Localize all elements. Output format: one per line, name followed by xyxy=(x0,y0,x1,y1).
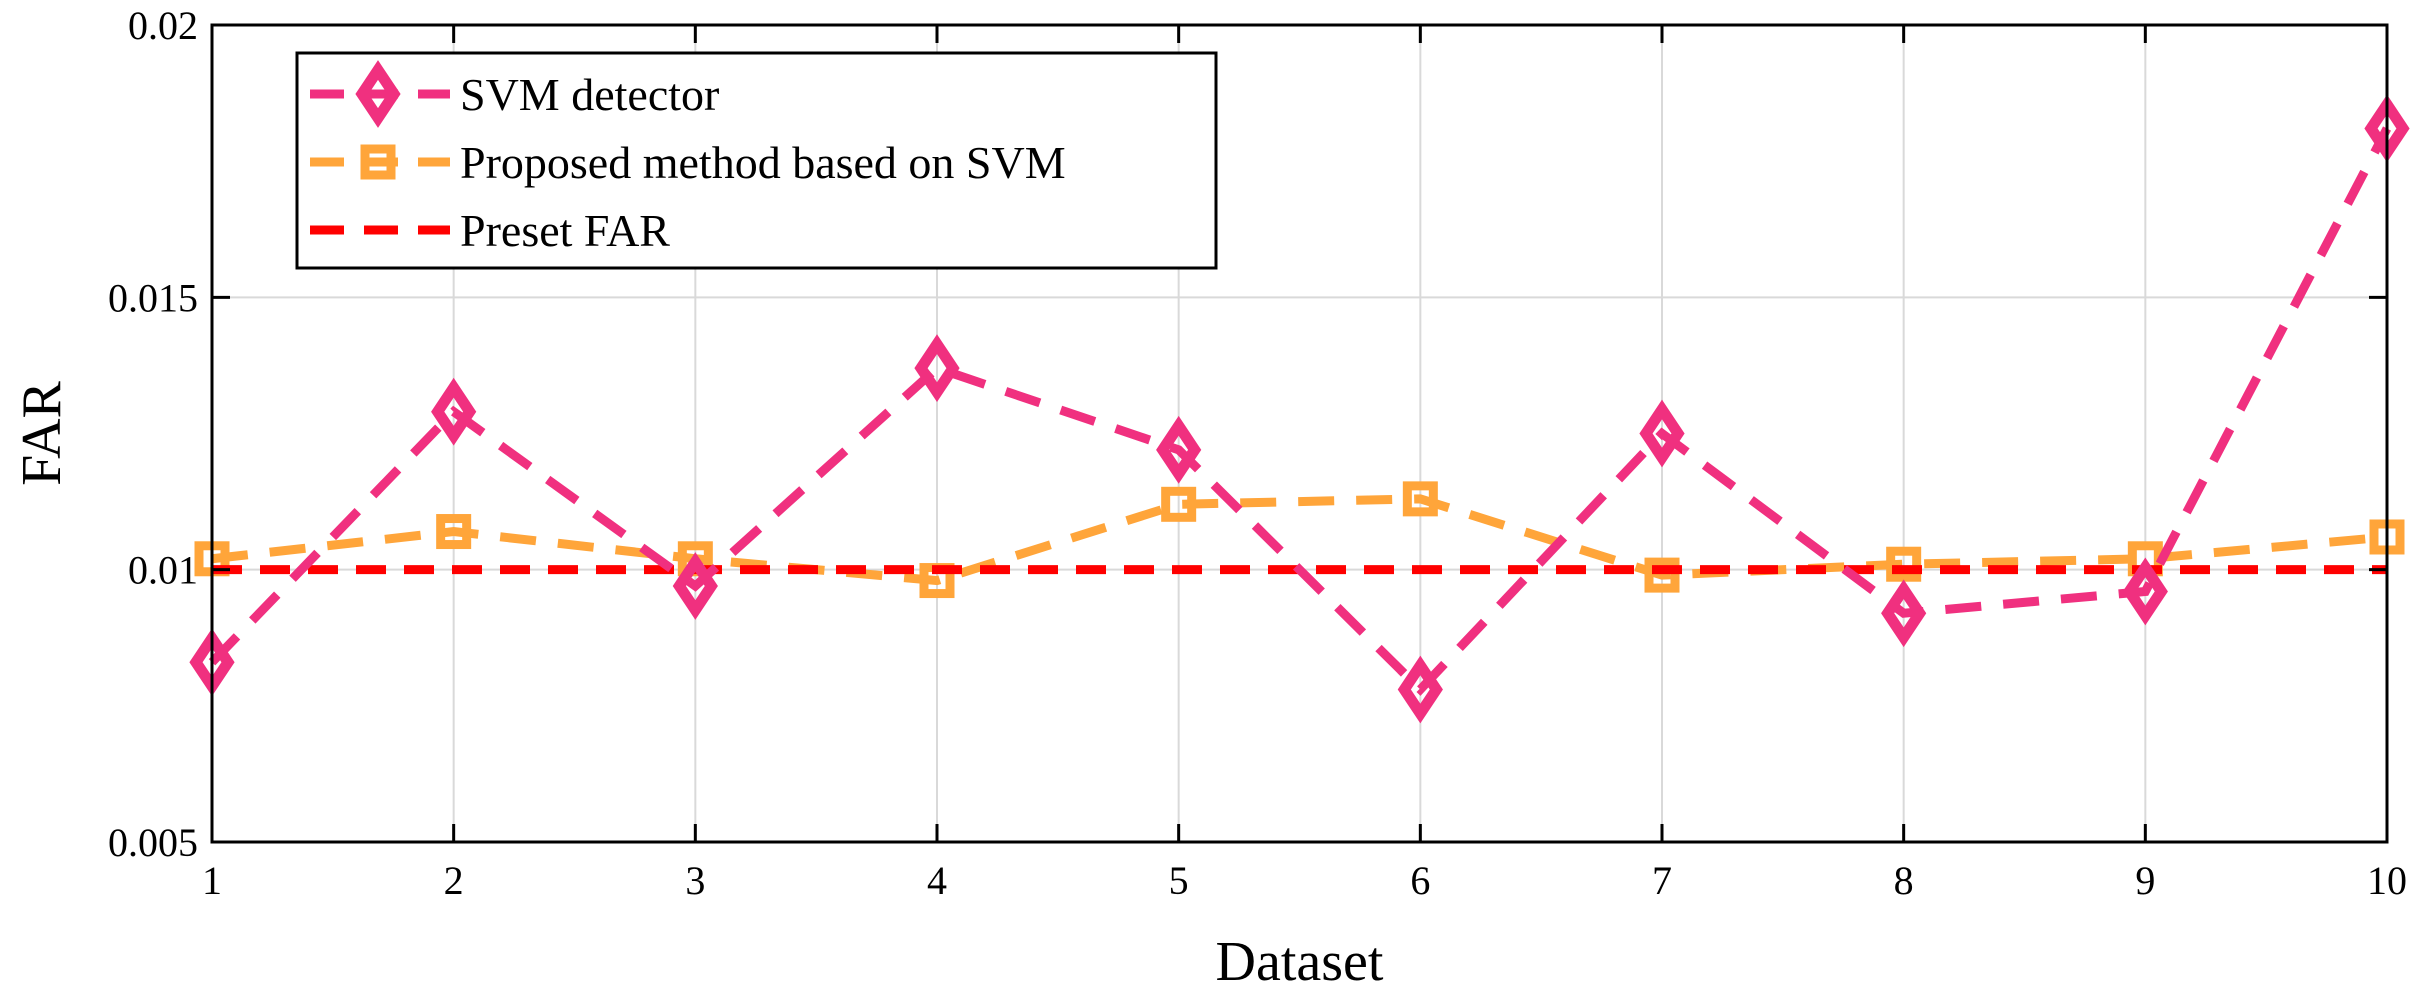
legend-label-proposed-method: Proposed method based on SVM xyxy=(460,137,1066,188)
point-svm-detector xyxy=(1881,579,1927,648)
point-proposed-method xyxy=(1402,481,1438,517)
y-tick-label: 0.005 xyxy=(108,820,198,865)
point-svm-detector xyxy=(1639,399,1685,468)
y-axis-title: FAR xyxy=(11,380,73,485)
point-svm-detector xyxy=(431,377,477,446)
line-svm-detector xyxy=(208,126,2391,696)
legend-box xyxy=(295,51,1218,270)
point-svm-detector xyxy=(914,334,960,403)
point-svm-detector xyxy=(1397,655,1443,724)
x-tick-label: 1 xyxy=(202,858,222,903)
y-tick-label: 0.02 xyxy=(128,3,198,48)
x-tick-label: 3 xyxy=(685,858,705,903)
legend-marker-proposed-method xyxy=(360,144,396,180)
legend-label-preset-far: Preset FAR xyxy=(460,205,670,256)
line-proposed-method xyxy=(211,494,2388,586)
point-proposed-method xyxy=(436,514,472,550)
point-svm-detector xyxy=(672,552,718,620)
legend-label-svm-detector: SVM detector xyxy=(460,69,719,120)
legend: SVM detector Proposed method based on SV… xyxy=(295,51,1218,270)
point-proposed-method xyxy=(1886,546,1922,582)
x-tick-label: 10 xyxy=(2367,858,2407,903)
plot-frame xyxy=(210,23,2389,844)
legend-marker-svm-detector xyxy=(355,60,401,128)
x-tick-label: 8 xyxy=(1894,858,1914,903)
axis-ticks: 1 2 3 4 5 6 7 8 9 10 0.005 0.01 0.015 0.02 xyxy=(108,3,2407,903)
x-tick-label: 4 xyxy=(927,858,947,903)
point-proposed-method xyxy=(1644,557,1680,593)
series-svm-detector xyxy=(189,94,2410,724)
series-group xyxy=(189,94,2410,724)
x-tick-label: 5 xyxy=(1169,858,1189,903)
legend-entry-svm-detector xyxy=(310,60,450,128)
x-tick-label: 7 xyxy=(1652,858,1672,903)
x-axis-title: Dataset xyxy=(1216,931,1384,993)
y-tick-label: 0.015 xyxy=(108,275,198,320)
point-proposed-method xyxy=(1161,486,1197,522)
legend-entry-proposed-method xyxy=(310,144,450,180)
x-tick-label: 2 xyxy=(444,858,464,903)
point-svm-detector xyxy=(1156,415,1202,484)
x-tick-label: 6 xyxy=(1410,858,1430,903)
y-tick-label: 0.01 xyxy=(128,548,198,593)
x-tick-label: 9 xyxy=(2135,858,2155,903)
point-svm-detector xyxy=(2122,557,2168,626)
